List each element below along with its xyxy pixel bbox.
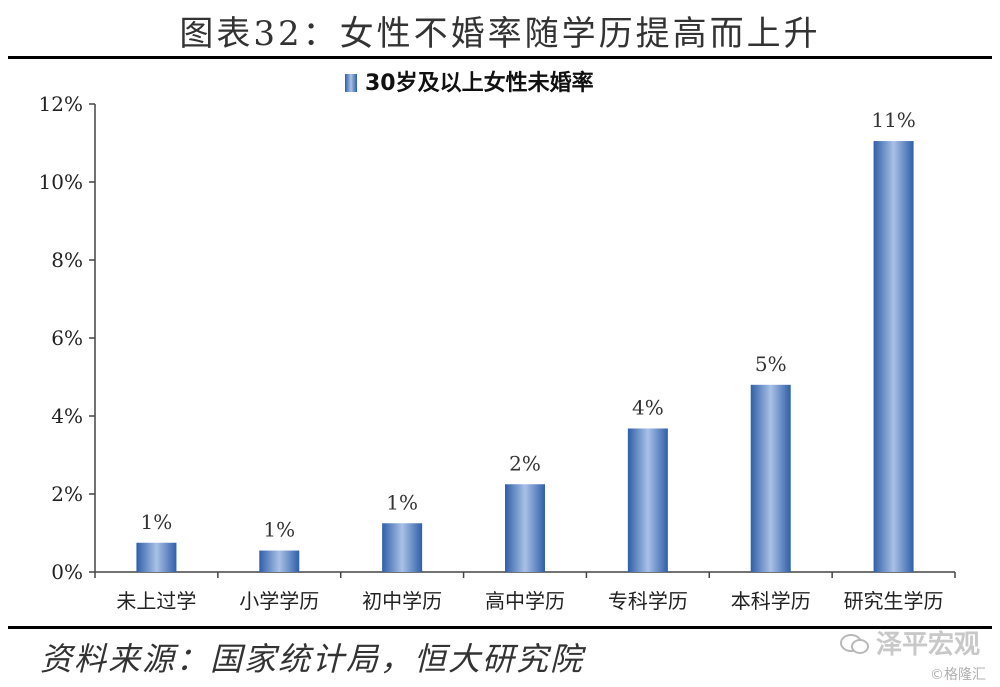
legend-swatch — [345, 74, 357, 92]
y-tick-label: 10% — [39, 170, 83, 194]
watermark: 泽平宏观 — [839, 624, 980, 661]
x-tick-label: 研究生学历 — [844, 589, 944, 613]
x-tick-label: 专科学历 — [608, 589, 688, 613]
bar — [382, 523, 423, 572]
bar — [750, 384, 791, 572]
y-axis: 0% 2% 4% 6% 8% 10% 12% — [39, 92, 96, 584]
y-tick-label: 0% — [51, 560, 83, 584]
legend: 30岁及以上女性未婚率 — [345, 70, 594, 96]
bar — [259, 550, 300, 572]
x-axis: 未上过学 小学学历 初中学历 高中学历 专科学历 本科学历 研究生学历 — [94, 571, 956, 613]
x-tick-label: 小学学历 — [239, 589, 319, 613]
data-label: 11% — [871, 108, 915, 132]
bottom-rule — [8, 626, 992, 629]
watermark-text: 泽平宏观 — [875, 630, 980, 660]
y-tick-label: 12% — [39, 92, 83, 116]
source-note: 资料来源：国家统计局，恒大研究院 — [40, 640, 585, 678]
x-tick-label: 未上过学 — [116, 589, 196, 613]
data-label: 2% — [509, 451, 541, 475]
data-label: 1% — [263, 518, 295, 542]
bar — [505, 484, 545, 572]
bar — [873, 141, 914, 573]
data-label: 4% — [632, 395, 664, 419]
bar-chart: 0% 2% 4% 6% 8% 10% 12% 未上过学 小学学历 初中学历 高中学历 专科学历 本科学… — [39, 70, 956, 613]
legend-label: 30岁及以上女性未婚率 — [365, 70, 594, 96]
y-tick-label: 2% — [51, 482, 83, 506]
wechat-icon — [839, 632, 870, 654]
x-tick-label: 初中学历 — [362, 589, 442, 613]
data-label: 5% — [755, 352, 787, 376]
top-rule — [8, 56, 992, 59]
page-title: 图表32：女性不婚率随学历提高而上升 — [179, 14, 821, 54]
y-tick-label: 4% — [51, 404, 83, 428]
bars: 1% 1% 1% 2% 4% 5% 11% — [136, 108, 916, 573]
x-tick-label: 本科学历 — [731, 589, 811, 613]
data-label: 1% — [141, 510, 173, 534]
data-label: 1% — [386, 490, 418, 514]
watermark-secondary: ©格隆汇 — [930, 667, 986, 683]
y-tick-label: 8% — [51, 248, 83, 272]
x-tick-label: 高中学历 — [485, 589, 565, 613]
bar — [627, 428, 668, 572]
y-tick-label: 6% — [51, 326, 83, 350]
bar — [136, 542, 177, 572]
